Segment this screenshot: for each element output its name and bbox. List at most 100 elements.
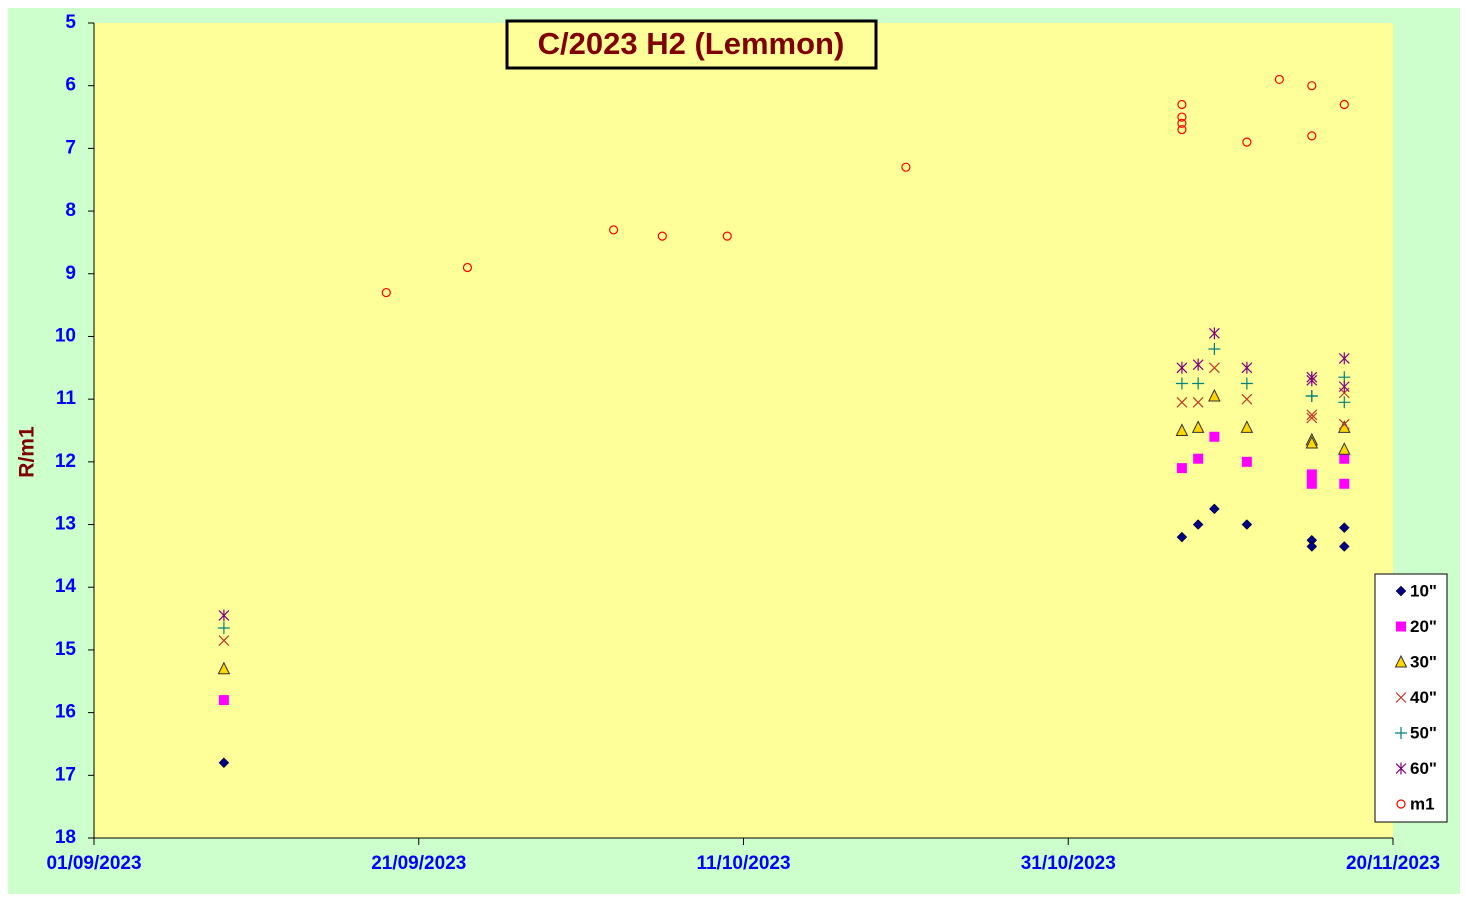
marker (1241, 393, 1253, 405)
marker (1208, 327, 1220, 340)
marker (1339, 478, 1350, 489)
marker (1177, 99, 1187, 110)
legend-label: 60" (1410, 759, 1437, 778)
marker (1208, 343, 1221, 355)
x-tick-label: 31/10/2023 (1021, 853, 1116, 874)
marker (1192, 358, 1204, 371)
x-tick-label: 21/09/2023 (371, 853, 466, 874)
marker (218, 695, 229, 706)
y-tick-label: 14 (55, 576, 77, 597)
legend-marker (1394, 654, 1408, 668)
title-box (505, 19, 878, 70)
marker (1338, 380, 1350, 393)
legend-marker (1396, 621, 1406, 632)
legend-marker (1396, 799, 1406, 809)
marker (1209, 503, 1220, 515)
y-tick-label: 7 (65, 137, 76, 158)
legend-label: 10" (1410, 581, 1437, 600)
y-tick-label: 6 (65, 75, 76, 96)
y-tick-label: 12 (55, 451, 76, 472)
legend-label: m1 (1410, 794, 1435, 813)
marker (1177, 118, 1187, 128)
marker (1306, 374, 1318, 387)
marker (462, 262, 473, 273)
marker (1192, 396, 1204, 408)
marker (218, 757, 230, 769)
marker (1175, 423, 1189, 436)
marker (1192, 519, 1204, 530)
marker (381, 287, 391, 298)
legend-label: 50" (1410, 723, 1437, 742)
marker (1306, 469, 1317, 480)
x-tick-label: 01/09/2023 (46, 853, 141, 874)
marker (1175, 377, 1188, 390)
marker (1241, 456, 1252, 467)
marker (1242, 137, 1252, 147)
marker (901, 162, 911, 172)
marker (1307, 131, 1317, 141)
marker (1339, 453, 1350, 464)
marker (1209, 431, 1220, 442)
marker (1241, 519, 1253, 530)
y-tick-label: 9 (65, 263, 76, 284)
marker (1176, 396, 1188, 408)
chart-title: C/2023 H2 (Lemmon) (538, 26, 845, 61)
marker (1240, 420, 1254, 433)
marker (217, 621, 230, 634)
legend (1374, 573, 1448, 823)
marker (1338, 352, 1350, 365)
marker (1306, 541, 1318, 552)
y-tick-label: 5 (65, 12, 76, 33)
marker (1307, 81, 1317, 91)
marker (218, 635, 230, 646)
marker (1208, 388, 1221, 402)
marker (1193, 453, 1204, 464)
marker (1191, 420, 1205, 433)
marker (1274, 74, 1284, 85)
x-tick-label: 11/10/2023 (696, 853, 790, 874)
marker (1306, 478, 1317, 489)
legend-label: 40" (1410, 688, 1437, 707)
marker (1176, 463, 1187, 474)
marker (1306, 409, 1318, 421)
y-tick-label: 16 (55, 702, 76, 723)
marker (1177, 112, 1187, 122)
marker (1192, 377, 1205, 390)
marker (1305, 390, 1318, 403)
marker (1337, 442, 1351, 455)
marker (1338, 418, 1350, 430)
marker (1176, 361, 1188, 374)
marker (657, 231, 667, 241)
y-tick-label: 11 (56, 388, 77, 409)
y-tick-label: 8 (65, 200, 76, 221)
legend-marker (1395, 762, 1407, 775)
marker (1305, 435, 1319, 449)
marker (1208, 362, 1220, 374)
marker (608, 225, 619, 235)
legend-marker (1395, 585, 1407, 597)
legend-marker (1395, 727, 1407, 739)
legend-label: 20" (1410, 617, 1437, 636)
marker (1177, 124, 1187, 135)
y-tick-label: 15 (55, 639, 77, 660)
marker (722, 231, 732, 241)
plot-area (94, 23, 1393, 838)
marker (1338, 522, 1350, 534)
marker (218, 609, 230, 622)
marker (1338, 396, 1351, 409)
y-axis-label: R/m1 (16, 426, 39, 478)
legend-label: 30" (1410, 652, 1437, 671)
marker (1306, 412, 1318, 424)
y-tick-label: 13 (55, 514, 76, 535)
marker (1339, 99, 1349, 110)
y-tick-label: 10 (55, 325, 76, 346)
marker (1240, 377, 1253, 390)
y-tick-label: 17 (55, 764, 76, 785)
marker (1241, 361, 1253, 374)
marker (217, 661, 231, 675)
marker (1176, 531, 1188, 543)
legend-marker (1395, 692, 1407, 703)
y-tick-label: 18 (55, 827, 76, 848)
marker (1338, 541, 1350, 552)
